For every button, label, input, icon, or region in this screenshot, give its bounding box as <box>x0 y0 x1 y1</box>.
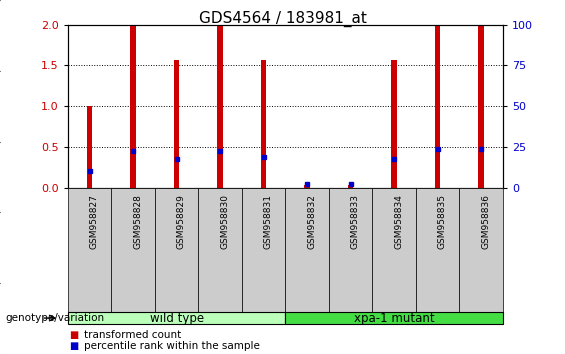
Text: GSM958834: GSM958834 <box>394 194 403 249</box>
Bar <box>391 60 397 188</box>
Bar <box>304 185 310 188</box>
Text: wild type: wild type <box>150 312 203 325</box>
Text: GSM958836: GSM958836 <box>481 194 490 249</box>
Bar <box>130 25 136 188</box>
Text: xpa-1 mutant: xpa-1 mutant <box>354 312 434 325</box>
Bar <box>173 60 180 188</box>
Bar <box>155 188 198 312</box>
Bar <box>242 188 285 312</box>
Bar <box>285 188 329 312</box>
Bar <box>347 185 354 188</box>
Text: GSM958832: GSM958832 <box>307 194 316 249</box>
Text: percentile rank within the sample: percentile rank within the sample <box>84 341 259 351</box>
Text: GDS4564 / 183981_at: GDS4564 / 183981_at <box>198 11 367 27</box>
Text: GSM958827: GSM958827 <box>89 194 98 249</box>
Bar <box>86 106 93 188</box>
Bar <box>329 188 372 312</box>
Bar <box>260 60 267 188</box>
Bar <box>459 188 503 312</box>
Bar <box>434 25 441 188</box>
Bar <box>111 188 155 312</box>
Bar <box>478 25 484 188</box>
Bar <box>416 188 459 312</box>
Text: GSM958835: GSM958835 <box>438 194 446 249</box>
Bar <box>217 25 223 188</box>
Bar <box>68 188 111 312</box>
Text: transformed count: transformed count <box>84 330 181 339</box>
Text: ■: ■ <box>69 330 78 339</box>
Text: ■: ■ <box>69 341 78 351</box>
Text: genotype/variation: genotype/variation <box>6 313 105 323</box>
Bar <box>372 188 416 312</box>
Text: GSM958833: GSM958833 <box>350 194 359 249</box>
Text: GSM958831: GSM958831 <box>263 194 272 249</box>
Text: GSM958830: GSM958830 <box>220 194 229 249</box>
Text: GSM958828: GSM958828 <box>133 194 142 249</box>
Text: GSM958829: GSM958829 <box>176 194 185 249</box>
Bar <box>198 188 242 312</box>
